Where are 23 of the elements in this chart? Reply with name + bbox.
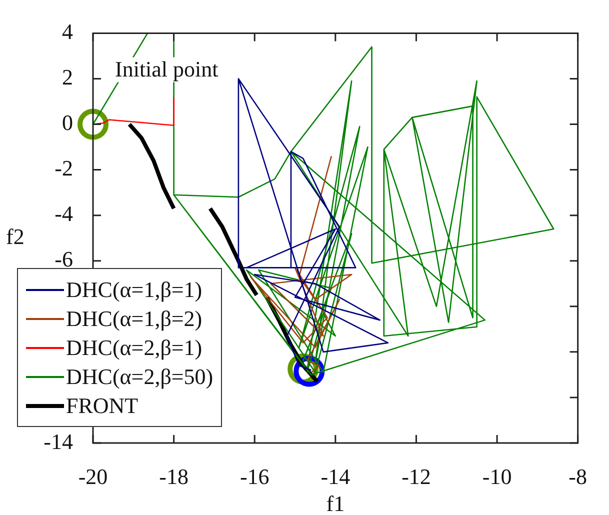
- y-tick-label: -6: [54, 246, 73, 272]
- y-tick-label: -14: [44, 428, 73, 454]
- x-tick-label: -18: [159, 464, 188, 489]
- x-tick-label: -8: [568, 464, 587, 489]
- annotation: Initial point: [115, 56, 218, 82]
- y-tick-label: 2: [62, 64, 73, 90]
- y-tick-label: 4: [62, 18, 73, 44]
- y-tick-label: -4: [54, 201, 73, 226]
- legend-label: DHC(α=2,β=50): [66, 363, 214, 391]
- point: [78, 108, 108, 140]
- legend-label: DHC(α=2,β=1): [66, 334, 202, 362]
- y-axis-title: f2: [6, 224, 24, 250]
- y-tick-label: 0: [62, 110, 73, 136]
- x-tick-label: -14: [320, 464, 350, 489]
- legend-label: FRONT: [66, 392, 138, 420]
- x-axis-title: f1: [326, 491, 345, 515]
- legend-label: DHC(α=1,β=2): [66, 305, 202, 333]
- y-tick-label: -2: [54, 156, 73, 181]
- x-tick-label: -12: [402, 464, 431, 489]
- x-tick-label: -20: [78, 464, 108, 489]
- x-tick-label: -16: [240, 464, 270, 489]
- x-tick-label: -10: [482, 464, 512, 489]
- legend-label: DHC(α=1,β=1): [66, 276, 202, 304]
